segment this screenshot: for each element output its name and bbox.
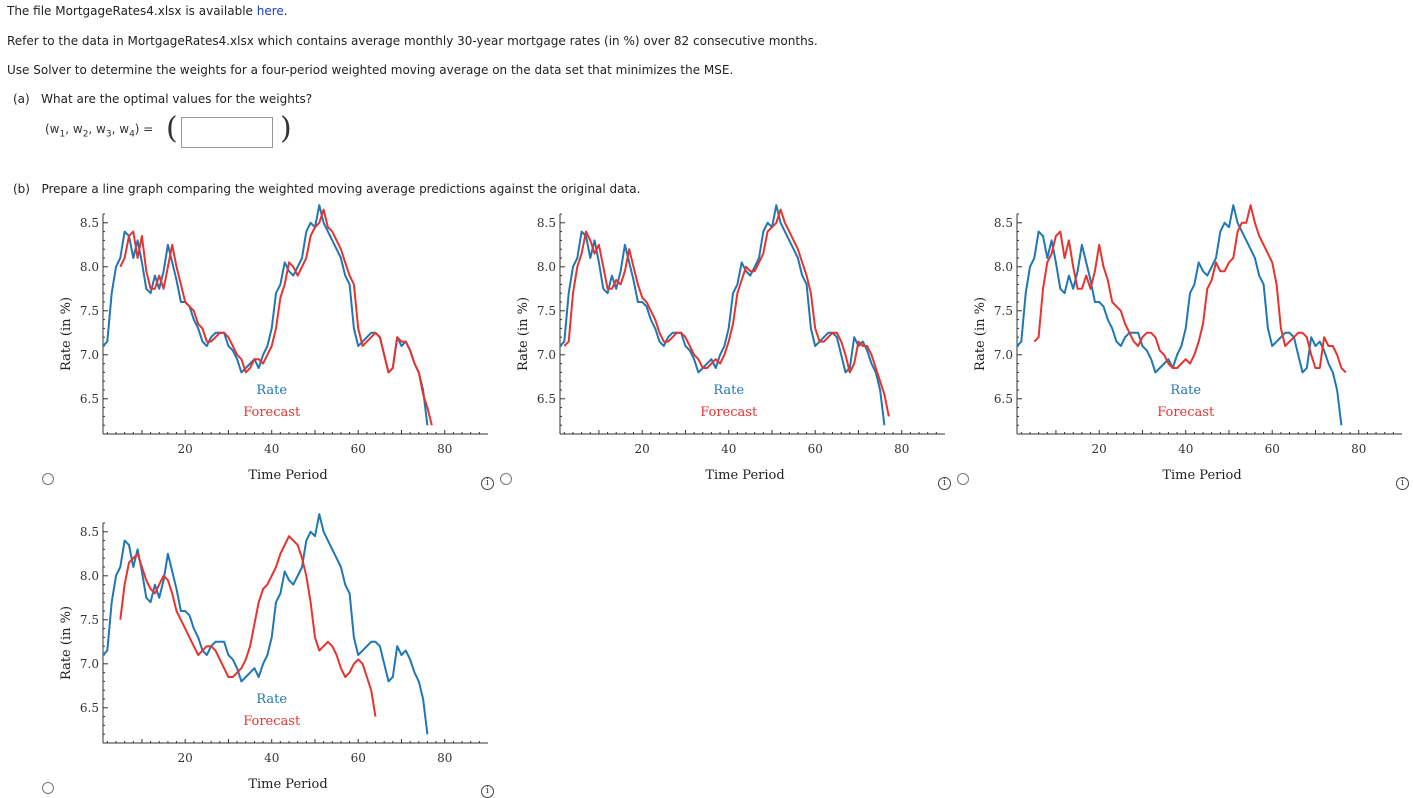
y-tick-label: 7.5 [80, 304, 99, 318]
y-tick-label: 8.0 [80, 260, 99, 274]
info-icon[interactable]: i [481, 477, 494, 490]
x-tick-label: 40 [1178, 442, 1193, 456]
series-forecast-line [119, 208, 433, 426]
chart-option-a: 20 40 60 80 6.5 7.0 7.5 8.0 8.5 Time Period Rate (… [38, 204, 488, 484]
series-forecast-line [563, 208, 890, 417]
y-axis-title: Rate (in %) [973, 297, 988, 371]
x-axis-title: Time Period [248, 468, 327, 483]
option-d-radio[interactable] [42, 782, 54, 794]
x-tick-label: 80 [437, 442, 452, 456]
y-tick-label: 8.5 [537, 216, 556, 230]
chart-option-b: 20 40 60 80 6.5 7.0 7.5 8.0 8.5 Time Period Rate (… [495, 204, 945, 484]
y-tick-label: 7.5 [537, 304, 556, 318]
legend-rate: Rate [256, 383, 287, 398]
y-tick-label: 7.5 [994, 304, 1013, 318]
weights-label: (w1, w2, w3, w4) = [45, 122, 154, 140]
x-tick-label: 80 [894, 442, 909, 456]
y-tick-label: 8.5 [80, 525, 99, 539]
x-tick-label: 20 [1092, 442, 1107, 456]
x-axis-title: Time Period [705, 468, 784, 483]
info-icon[interactable]: i [938, 477, 951, 490]
y-tick-label: 8.5 [994, 216, 1013, 230]
part-b-label: (b) [13, 182, 30, 196]
series-rate-line [1016, 204, 1343, 426]
y-tick-label: 7.0 [537, 348, 556, 362]
chart-option-d: 20 40 60 80 6.5 7.0 7.5 8.0 8.5 Time Period Rate (… [38, 513, 488, 793]
y-tick-label: 6.5 [994, 392, 1013, 406]
right-paren: ) [280, 111, 292, 146]
x-tick-label: 80 [437, 751, 452, 765]
x-axis-title: Time Period [248, 777, 327, 792]
weights-answer-input[interactable] [181, 117, 273, 148]
chart-c-svg: 20 40 60 80 6.5 7.0 7.5 8.0 8.5 Time Period Rate (… [973, 204, 1402, 483]
legend-forecast: Forecast [1157, 405, 1215, 420]
x-tick-label: 60 [351, 442, 366, 456]
y-tick-label: 6.5 [80, 392, 99, 406]
data-file-link[interactable]: here [256, 4, 284, 18]
y-tick-label: 7.5 [80, 613, 99, 627]
x-axis-title: Time Period [1162, 468, 1241, 483]
x-tick-label: 40 [264, 751, 279, 765]
part-a-prompt: (a) What are the optimal values for the … [13, 92, 312, 106]
left-paren: ( [166, 111, 178, 146]
y-tick-label: 8.0 [537, 260, 556, 274]
intro-period: . [283, 4, 288, 18]
y-axis-title: Rate (in %) [59, 297, 74, 371]
x-tick-label: 20 [178, 442, 193, 456]
y-tick-label: 6.5 [537, 392, 556, 406]
x-tick-label: 20 [635, 442, 650, 456]
series-forecast-line [119, 535, 377, 717]
info-icon[interactable]: i [1396, 477, 1409, 490]
x-tick-label: 60 [351, 751, 366, 765]
legend-forecast: Forecast [243, 714, 301, 729]
y-axis-title: Rate (in %) [516, 297, 531, 371]
x-tick-label: 80 [1351, 442, 1366, 456]
legend-forecast: Forecast [243, 405, 301, 420]
part-a-question: What are the optimal values for the weig… [41, 92, 313, 106]
y-tick-label: 8.5 [80, 216, 99, 230]
legend-rate: Rate [256, 692, 287, 707]
option-c-radio[interactable] [957, 473, 969, 485]
y-axis-title: Rate (in %) [59, 606, 74, 680]
part-a-label: (a) [13, 92, 30, 106]
x-tick-label: 40 [721, 442, 736, 456]
option-b-radio[interactable] [500, 473, 512, 485]
chart-d-svg: 20 40 60 80 6.5 7.0 7.5 8.0 8.5 Time Period Rate (… [59, 513, 488, 792]
x-tick-label: 40 [264, 442, 279, 456]
intro-line: The file MortgageRates4.xlsx is availabl… [7, 4, 288, 18]
legend-forecast: Forecast [700, 405, 758, 420]
data-description: Refer to the data in MortgageRates4.xlsx… [7, 34, 818, 48]
intro-text: The file MortgageRates4.xlsx is availabl… [7, 4, 257, 18]
y-tick-label: 7.0 [80, 348, 99, 362]
chart-option-c: 20 40 60 80 6.5 7.0 7.5 8.0 8.5 Time Period Rate (… [952, 204, 1402, 484]
y-tick-label: 8.0 [994, 260, 1013, 274]
y-tick-label: 7.0 [80, 657, 99, 671]
y-tick-label: 8.0 [80, 569, 99, 583]
option-a-radio[interactable] [42, 473, 54, 485]
part-b-question: Prepare a line graph comparing the weigh… [41, 182, 641, 196]
x-tick-label: 60 [808, 442, 823, 456]
legend-rate: Rate [713, 383, 744, 398]
x-tick-label: 60 [1265, 442, 1280, 456]
y-tick-label: 7.0 [994, 348, 1013, 362]
chart-a-svg: 20 40 60 80 6.5 7.0 7.5 8.0 8.5 Time Period Rate (… [59, 204, 488, 483]
series-forecast-line [1033, 204, 1347, 374]
y-tick-label: 6.5 [80, 701, 99, 715]
instruction: Use Solver to determine the weights for … [7, 63, 734, 77]
info-icon[interactable]: i [481, 785, 494, 798]
part-b-prompt: (b) Prepare a line graph comparing the w… [13, 182, 640, 196]
legend-rate: Rate [1170, 383, 1201, 398]
chart-b-svg: 20 40 60 80 6.5 7.0 7.5 8.0 8.5 Time Period Rate (… [516, 204, 945, 483]
x-tick-label: 20 [178, 751, 193, 765]
